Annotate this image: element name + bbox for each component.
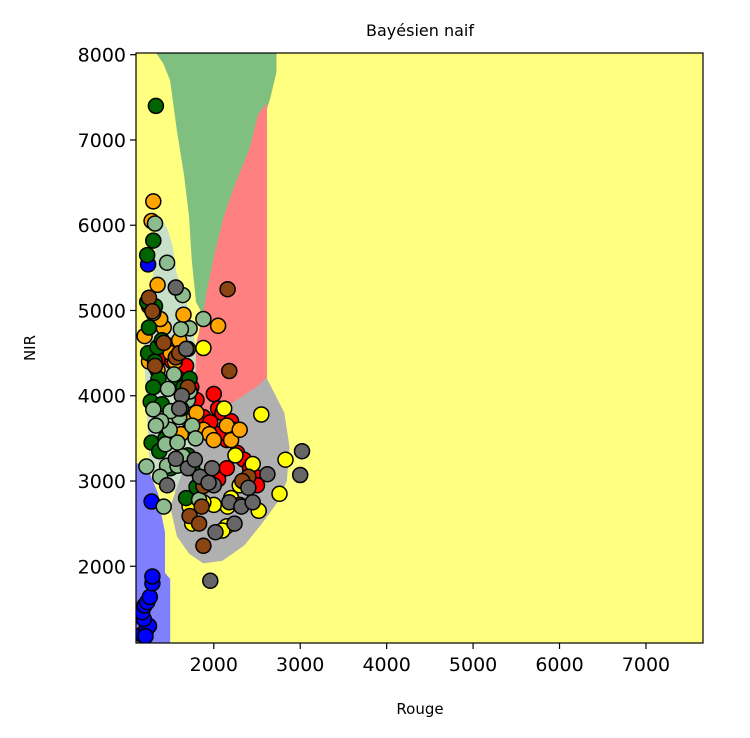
data-point bbox=[145, 232, 162, 249]
data-point bbox=[187, 430, 204, 447]
data-point bbox=[291, 466, 309, 484]
data-point bbox=[190, 515, 208, 532]
data-point bbox=[144, 568, 161, 585]
data-point bbox=[186, 451, 204, 468]
data-point bbox=[167, 279, 185, 296]
x-tick-label: 2000 bbox=[190, 654, 238, 676]
data-point bbox=[170, 400, 188, 417]
data-point bbox=[203, 459, 221, 477]
data-point bbox=[253, 406, 270, 423]
data-point bbox=[244, 494, 261, 511]
data-point bbox=[193, 498, 210, 515]
chart-title: Bayésien naif bbox=[366, 21, 474, 40]
y-axis-label: NIR bbox=[21, 335, 39, 361]
data-point bbox=[138, 458, 155, 475]
x-tick-label: 4000 bbox=[362, 654, 410, 676]
data-point bbox=[140, 319, 158, 336]
data-point bbox=[137, 627, 154, 643]
data-point bbox=[221, 362, 238, 380]
data-point bbox=[140, 289, 158, 306]
y-tick-label: 7000 bbox=[78, 130, 126, 152]
data-point bbox=[205, 431, 223, 449]
data-point bbox=[200, 474, 217, 491]
data-point bbox=[145, 378, 162, 396]
data-point bbox=[146, 215, 164, 232]
data-point bbox=[158, 477, 176, 494]
data-point bbox=[155, 334, 172, 352]
data-point bbox=[167, 450, 185, 468]
data-point bbox=[158, 254, 176, 271]
data-point bbox=[175, 306, 192, 323]
data-point bbox=[277, 451, 294, 468]
data-point bbox=[195, 537, 212, 555]
data-point bbox=[147, 97, 165, 115]
data-point bbox=[141, 588, 159, 606]
data-point bbox=[202, 572, 219, 590]
data-point bbox=[219, 280, 236, 298]
data-point bbox=[195, 310, 212, 328]
data-point bbox=[205, 385, 223, 403]
data-point bbox=[172, 320, 190, 338]
data-point bbox=[259, 465, 276, 483]
data-point bbox=[149, 276, 166, 294]
data-point bbox=[138, 246, 156, 264]
x-tick-label: 6000 bbox=[535, 654, 583, 676]
data-point bbox=[209, 317, 227, 335]
data-point bbox=[226, 515, 243, 532]
data-point bbox=[145, 401, 162, 418]
y-tick-label: 8000 bbox=[78, 45, 126, 67]
y-tick-label: 3000 bbox=[78, 471, 126, 493]
x-axis-label: Rouge bbox=[396, 700, 443, 718]
y-tick-label: 2000 bbox=[78, 556, 126, 578]
data-points bbox=[136, 97, 311, 643]
y-tick-label: 4000 bbox=[78, 386, 126, 408]
y-tick-label: 6000 bbox=[78, 215, 126, 237]
data-point bbox=[207, 523, 224, 541]
data-point bbox=[218, 459, 236, 477]
x-tick-label: 7000 bbox=[622, 654, 670, 676]
data-point bbox=[195, 339, 212, 357]
data-point bbox=[231, 421, 248, 439]
data-point bbox=[227, 447, 244, 464]
data-point bbox=[144, 303, 161, 320]
data-point bbox=[271, 485, 288, 503]
data-point bbox=[155, 498, 172, 515]
data-point bbox=[177, 340, 195, 358]
data-point bbox=[293, 442, 311, 460]
plot-frame bbox=[135, 52, 704, 644]
data-point bbox=[159, 380, 177, 398]
x-tick-label: 3000 bbox=[276, 654, 324, 676]
data-point bbox=[240, 479, 257, 497]
data-point bbox=[215, 400, 233, 417]
y-axis-ticks: 2000 3000 4000 5000 6000 7000 8000 bbox=[78, 45, 136, 578]
data-point bbox=[165, 366, 183, 383]
x-axis-ticks: 2000 3000 4000 5000 6000 7000 bbox=[190, 643, 670, 676]
data-point bbox=[169, 434, 186, 451]
x-tick-label: 5000 bbox=[449, 654, 497, 676]
data-point bbox=[147, 417, 165, 434]
data-point bbox=[146, 357, 164, 375]
data-point bbox=[145, 193, 162, 210]
y-tick-label: 5000 bbox=[78, 300, 126, 322]
